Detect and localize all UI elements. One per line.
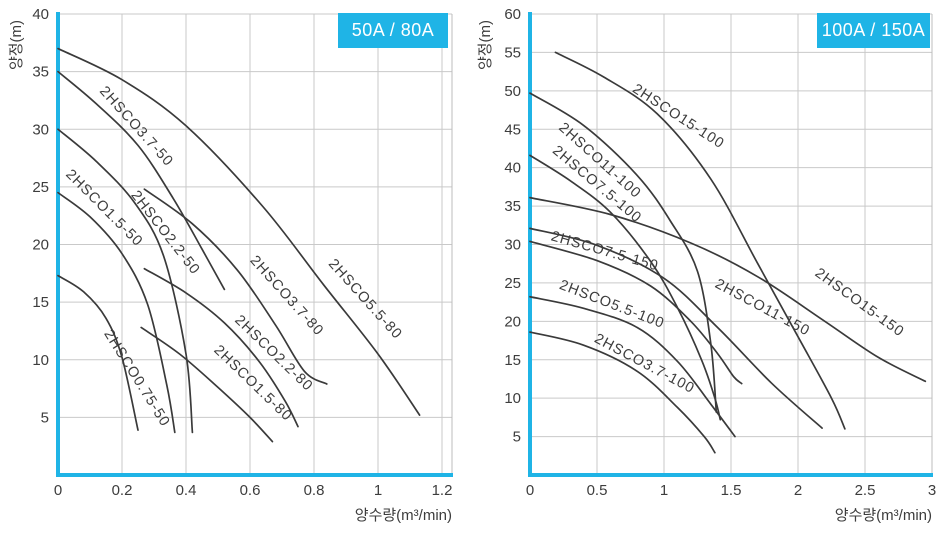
- curve-label-2HSCO15-100: 2HSCO15-100: [629, 81, 727, 152]
- curve-label-2HSCO11-150: 2HSCO11-150: [712, 276, 812, 339]
- y-tick-label: 20: [504, 313, 521, 330]
- x-tick-label: 2.5: [855, 482, 876, 499]
- chart-100a-150a: 0 0.5 1 1.5 2 2.5 3 5 10 15 20 25 30 35 40 45 50 55 60 2HSC…: [469, 0, 938, 538]
- x-tick-label: 0.6: [240, 482, 261, 499]
- curve-label-2HSCO0.75-50: 2HSCO0.75-50: [100, 327, 172, 430]
- curve-2HSCO2.2-80: [143, 267, 299, 428]
- x-tick-label: 3: [928, 482, 936, 499]
- x-axis-title: 양수량(m³/min): [354, 507, 452, 524]
- curve-label-2HSCO5.5-80: 2HSCO5.5-80: [325, 256, 405, 343]
- y-tick-label: 25: [32, 179, 49, 196]
- y-tick-label: 10: [504, 390, 521, 407]
- curve-2HSCO3.7-50: [57, 70, 226, 291]
- y-tick-label: 10: [32, 352, 49, 369]
- chart-50a-80a: 0 0.2 0.4 0.6 0.8 1 1.2 5 10 15 20 25 30 35 40 2HSCO0.7…: [8, 6, 453, 524]
- curve-2HSCO3.7-100: [529, 331, 716, 454]
- curve-2HSCO5.5-80: [57, 47, 421, 416]
- y-tick-label: 5: [513, 429, 521, 446]
- y-tick-label: 25: [504, 275, 521, 292]
- x-tick-label: 1.2: [432, 482, 453, 499]
- x-tick-label: 1: [660, 482, 668, 499]
- curve-2HSCO7.5-150: [529, 240, 743, 385]
- curve-2HSCO1.5-50: [57, 191, 176, 434]
- chart-canvas-100a-150a: 0 0.5 1 1.5 2 2.5 3510152025303540455055602HSC…: [504, 6, 936, 499]
- x-tick-label: 0.2: [112, 482, 133, 499]
- curve-2HSCO15-150: [529, 196, 927, 383]
- curve-label-2HSCO15-150: 2HSCO15-150: [812, 265, 907, 340]
- y-axis-title: 양정(m): [8, 19, 25, 71]
- y-axis-title: 양정(m): [477, 19, 494, 71]
- y-tick-label: 35: [32, 64, 49, 81]
- x-tick-label: 0: [54, 482, 62, 499]
- x-axis-title: 양수량(m³/min): [834, 507, 932, 524]
- size-badge-50a-80a: 50A / 80A: [338, 13, 448, 48]
- curve-2HSCO7.5-100: [529, 154, 722, 421]
- x-tick-label: 1.5: [721, 482, 742, 499]
- curve-2HSCO3.7-80: [143, 188, 328, 385]
- curve-2HSCO15-100: [554, 51, 846, 430]
- y-tick-label: 55: [504, 44, 521, 61]
- x-tick-label: 0.4: [176, 482, 197, 499]
- x-tick-label: 0.8: [304, 482, 325, 499]
- x-tick-label: 2: [794, 482, 802, 499]
- curve-2HSCO1.5-80: [140, 326, 274, 443]
- y-tick-label: 15: [504, 352, 521, 369]
- chart-canvas-50a-80a: 0 0.2 0.4 0.6 0.8 1 1.2 5 10 15 20 25 30 35 40 2HSCO0.7…: [32, 6, 453, 499]
- curve-2HSCO11-150: [529, 227, 823, 429]
- x-tick-label: 0.5: [587, 482, 608, 499]
- y-tick-label: 30: [32, 121, 49, 138]
- y-tick-label: 35: [504, 198, 521, 215]
- y-tick-label: 20: [32, 237, 49, 254]
- y-tick-label: 40: [504, 160, 521, 177]
- y-tick-label: 50: [504, 83, 521, 100]
- y-tick-label: 5: [41, 409, 49, 426]
- curve-2HSCO5.5-100: [529, 295, 736, 438]
- curve-2HSCO0.75-50: [57, 274, 139, 431]
- y-tick-label: 60: [504, 6, 521, 23]
- curve-label-2HSCO3.7-80: 2HSCO3.7-80: [246, 253, 326, 340]
- y-tick-label: 45: [504, 121, 521, 138]
- y-tick-label: 40: [32, 6, 49, 23]
- y-tick-label: 15: [32, 294, 49, 311]
- size-badge-100a-150a: 100A / 150A: [817, 13, 930, 48]
- curve-label-2HSCO3.7-100: 2HSCO3.7-100: [592, 331, 698, 397]
- y-tick-label: 30: [504, 237, 521, 254]
- x-tick-label: 1: [374, 482, 382, 499]
- x-tick-label: 0: [526, 482, 534, 499]
- curve-label-2HSCO3.7-50: 2HSCO3.7-50: [96, 83, 176, 170]
- curve-label-2HSCO1.5-50: 2HSCO1.5-50: [62, 167, 145, 250]
- curve-2HSCO2.2-50: [57, 128, 194, 434]
